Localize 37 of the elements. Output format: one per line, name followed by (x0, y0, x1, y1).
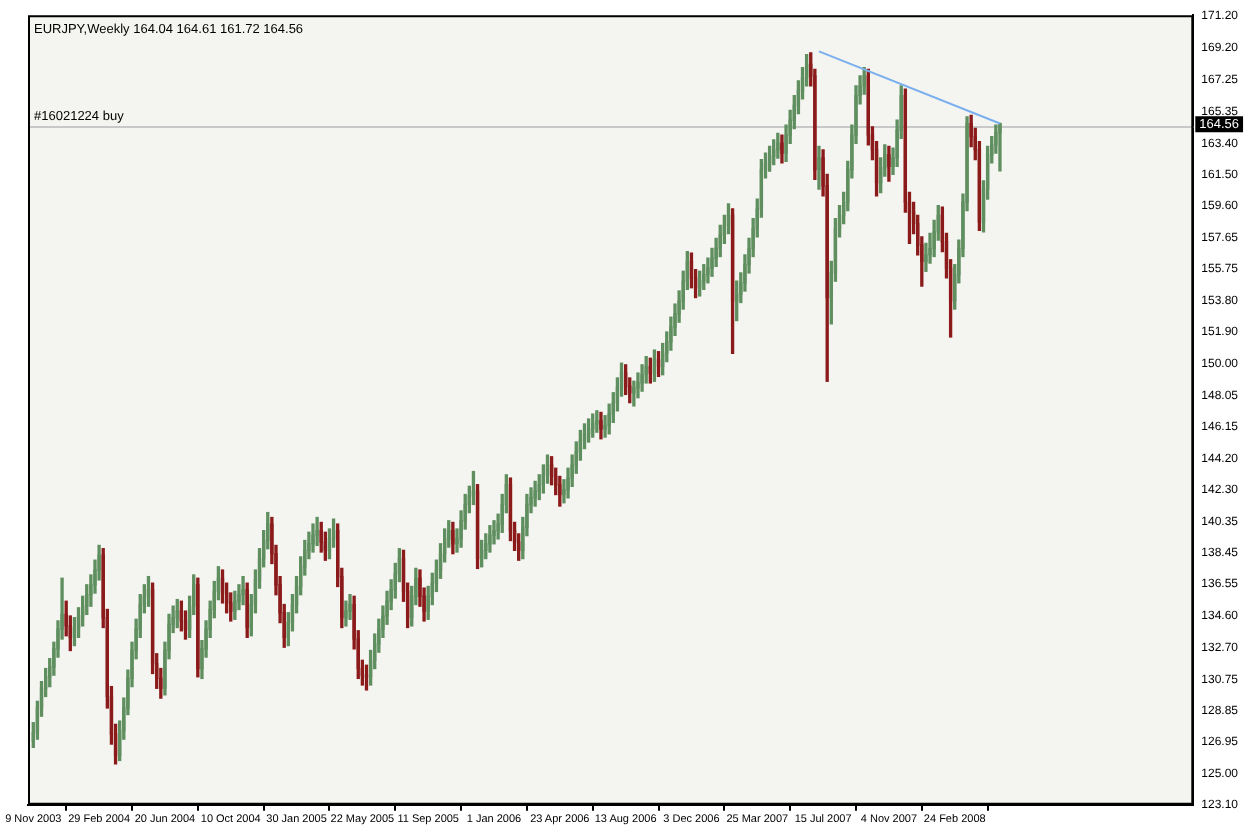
candlestick (780, 134, 784, 164)
candlestick (179, 600, 184, 632)
candlestick (533, 480, 537, 507)
candlestick (595, 410, 599, 433)
candlestick (640, 364, 644, 392)
candlestick (817, 145, 821, 190)
candlestick (315, 516, 319, 547)
candlestick (998, 122, 1002, 172)
candlestick (488, 525, 492, 553)
candlestick (702, 264, 706, 290)
candlestick (233, 590, 237, 620)
candlestick (484, 533, 488, 560)
candlestick (887, 145, 891, 182)
candlestick (599, 411, 603, 440)
candlestick (652, 349, 657, 382)
candlestick (772, 139, 776, 166)
candlestick (767, 145, 772, 172)
candlestick (492, 520, 496, 545)
candlestick (648, 357, 652, 384)
candlestick (451, 521, 455, 555)
candlestick (636, 372, 640, 399)
candlestick (698, 270, 702, 297)
candlestick (241, 575, 245, 606)
candlestick (656, 351, 661, 378)
candlestick (591, 413, 595, 438)
candlestick (245, 582, 249, 639)
candlestick (146, 575, 151, 607)
candlestick (311, 523, 315, 553)
candlestick (730, 208, 735, 355)
candlestick (632, 380, 636, 407)
candlestick (175, 598, 179, 629)
candlestick (348, 594, 352, 620)
candlestick (623, 364, 628, 396)
candlestick (364, 664, 369, 691)
candlestick (319, 521, 323, 553)
candlestick (344, 600, 348, 627)
candlestick (196, 577, 200, 678)
